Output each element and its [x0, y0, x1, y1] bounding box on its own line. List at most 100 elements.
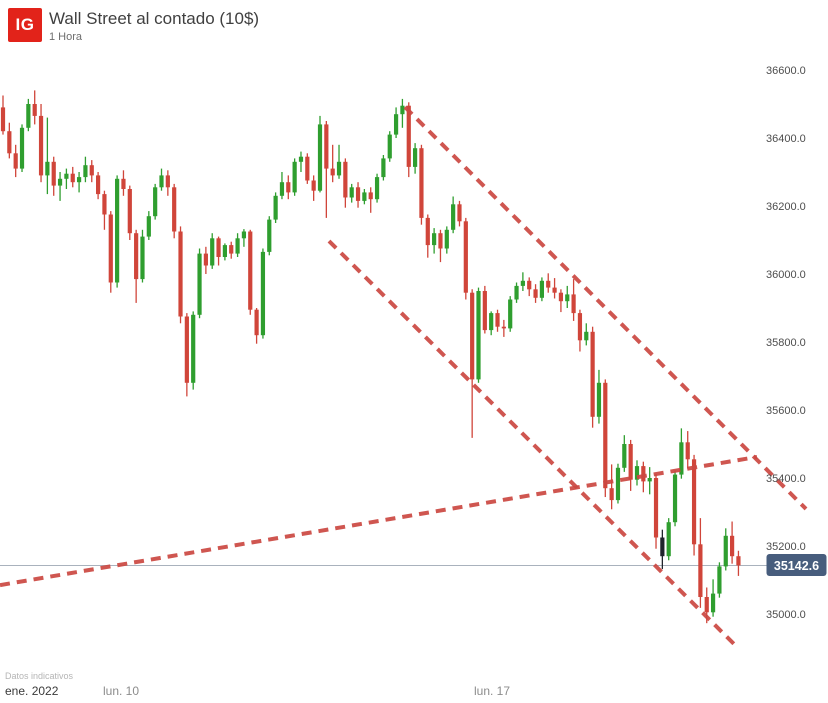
candle [121, 170, 126, 196]
candle [400, 98, 405, 128]
candle [70, 166, 75, 188]
candle [647, 467, 652, 495]
candle [501, 319, 506, 337]
candle [691, 454, 697, 556]
ig-logo[interactable]: IG [8, 8, 42, 42]
candle [153, 183, 158, 220]
y-axis-tick: 36400.0 [766, 133, 806, 145]
candle [717, 562, 722, 598]
candle [115, 175, 120, 288]
candle [653, 473, 659, 549]
candle [64, 168, 69, 189]
candle [7, 122, 12, 159]
candle [413, 143, 418, 174]
candle [432, 228, 437, 254]
candle [609, 464, 614, 510]
candle [425, 214, 430, 258]
candle [279, 172, 285, 200]
candle [577, 309, 583, 352]
candle [679, 428, 684, 479]
candle [57, 172, 63, 201]
candle [381, 155, 386, 181]
candle [38, 104, 44, 183]
candle [311, 175, 316, 201]
candle [210, 233, 215, 269]
candle [45, 117, 50, 195]
candle [672, 470, 678, 527]
candle [165, 170, 170, 196]
page-title: Wall Street al contado (10$) [49, 9, 260, 28]
candle [552, 278, 557, 299]
candle [615, 463, 621, 504]
candle [527, 277, 532, 297]
candle [628, 439, 633, 491]
candle [330, 144, 335, 183]
instrument-titles: Wall Street al contado (10$) 1 Hora [49, 8, 259, 44]
trendline-channel-lower[interactable] [327, 239, 739, 649]
candle [710, 579, 716, 617]
candle [438, 229, 443, 263]
y-axis-tick: 35200.0 [766, 541, 806, 553]
candle [387, 131, 392, 162]
candle [191, 311, 196, 390]
candle [355, 182, 361, 208]
candle [108, 211, 113, 293]
candle [216, 236, 221, 266]
candle [463, 217, 468, 300]
candle [539, 277, 544, 302]
candle [444, 226, 449, 254]
candle [159, 168, 164, 191]
trendline-channel-upper[interactable] [403, 105, 808, 511]
candle [222, 243, 227, 261]
candle [470, 289, 475, 438]
candle [596, 369, 602, 424]
candle [184, 313, 189, 397]
candle [96, 172, 101, 200]
timeframe-label: 1 Hora [49, 31, 83, 43]
candle [349, 183, 354, 203]
trendline-support-rising[interactable] [0, 454, 758, 588]
instrument-header: IG Wall Street al contado (10$) 1 Hora [8, 8, 259, 44]
candle [533, 284, 538, 303]
candle [324, 121, 329, 218]
candle [235, 233, 240, 257]
candle [76, 172, 82, 193]
candle [89, 160, 94, 183]
candle [83, 156, 88, 183]
x-axis-label: lun. 17 [474, 684, 510, 698]
candle [590, 326, 595, 428]
candle [19, 124, 25, 172]
candle [127, 185, 132, 240]
candle [514, 282, 519, 303]
candle [134, 229, 139, 303]
y-axis-tick: 36000.0 [766, 269, 806, 281]
candle [248, 229, 253, 315]
y-axis-tick: 36200.0 [766, 201, 806, 213]
candle [241, 229, 247, 247]
x-axis-label: ene. 2022 [5, 684, 59, 698]
candle [482, 285, 487, 334]
candle [495, 309, 500, 332]
y-axis-tick: 35800.0 [766, 337, 806, 349]
candle [622, 435, 627, 472]
y-axis-tick: 35600.0 [766, 405, 806, 417]
candle [419, 144, 424, 225]
candle [565, 285, 570, 308]
candle [32, 90, 37, 125]
candle [546, 273, 551, 293]
candle [451, 196, 456, 234]
candle [368, 187, 373, 213]
candle [0, 95, 6, 135]
candle [558, 289, 564, 313]
candle [698, 518, 703, 608]
candle [26, 98, 31, 132]
candle [660, 529, 665, 570]
candle [406, 102, 411, 178]
candle [685, 431, 690, 469]
candle [603, 379, 608, 498]
y-axis-tick: 35400.0 [766, 473, 806, 485]
candle [508, 296, 513, 332]
candle [571, 279, 576, 321]
